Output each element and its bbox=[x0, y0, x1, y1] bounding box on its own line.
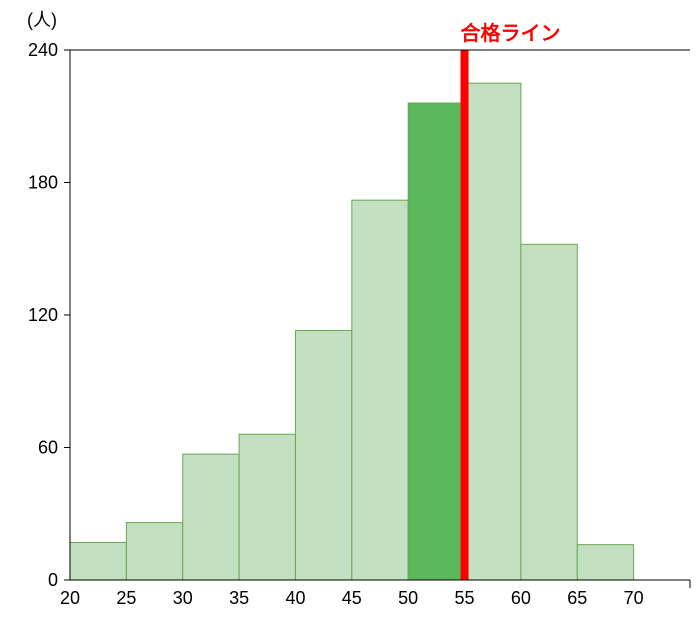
bar bbox=[126, 523, 182, 580]
x-tick-label: 55 bbox=[455, 588, 475, 608]
x-tick-label: 50 bbox=[398, 588, 418, 608]
x-tick-label: 20 bbox=[60, 588, 80, 608]
x-tick-label: 45 bbox=[342, 588, 362, 608]
x-tick-label: 35 bbox=[229, 588, 249, 608]
x-tick-label: 25 bbox=[116, 588, 136, 608]
y-unit-label: (人) bbox=[27, 10, 57, 30]
y-tick-label: 120 bbox=[28, 305, 58, 325]
x-tick-label: 65 bbox=[567, 588, 587, 608]
x-tick-label: 70 bbox=[624, 588, 644, 608]
bar bbox=[239, 434, 295, 580]
bar bbox=[70, 542, 126, 580]
x-tick-label: 40 bbox=[285, 588, 305, 608]
y-tick-label: 240 bbox=[28, 40, 58, 60]
chart-svg: 合格ライン 0 60 120 180 240 20 25 30 35 40 45 50 55 60 65 70 (… bbox=[0, 0, 700, 630]
pass-line bbox=[461, 50, 469, 580]
bar-highlight bbox=[408, 103, 464, 580]
x-tick-label: 30 bbox=[173, 588, 193, 608]
bar bbox=[465, 83, 521, 580]
y-tick-label: 0 bbox=[48, 570, 58, 590]
bar bbox=[183, 454, 239, 580]
y-tick-label: 180 bbox=[28, 173, 58, 193]
bar bbox=[521, 244, 577, 580]
bar bbox=[577, 545, 633, 580]
x-tick-label: 60 bbox=[511, 588, 531, 608]
pass-line-label: 合格ライン bbox=[461, 21, 561, 45]
y-tick-label: 60 bbox=[38, 438, 58, 458]
histogram-chart: 合格ライン 0 60 120 180 240 20 25 30 35 40 45 50 55 60 65 70 (… bbox=[0, 0, 700, 630]
bar bbox=[352, 200, 408, 580]
bar bbox=[295, 330, 351, 580]
